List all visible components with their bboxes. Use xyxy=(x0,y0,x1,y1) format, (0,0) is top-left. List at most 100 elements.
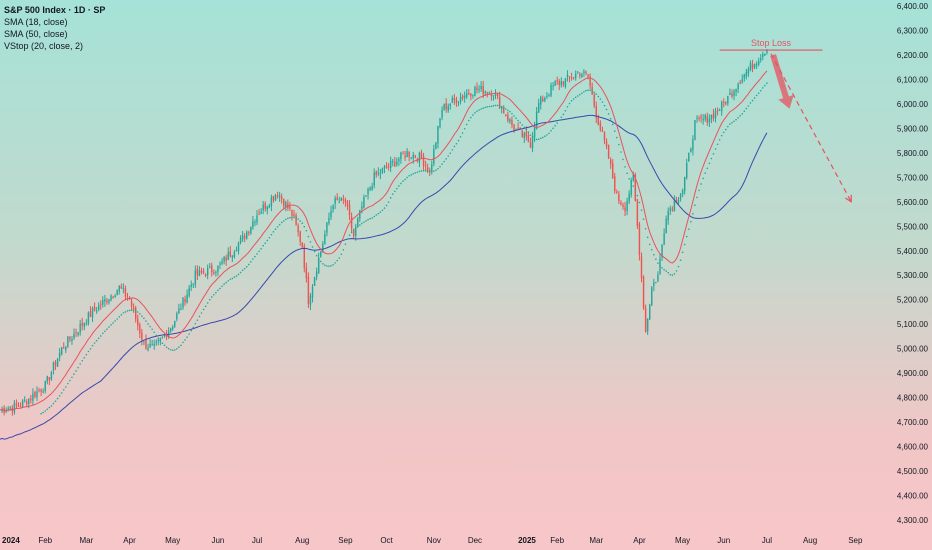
candle-body xyxy=(11,407,14,412)
x-axis: 2024 Feb Mar Apr May Jun Jul Aug Sep Oct Nov Dec 202… xyxy=(2,536,863,545)
candle-body xyxy=(671,208,674,210)
candle-body xyxy=(455,99,458,104)
vstop-dot xyxy=(749,102,752,104)
candle-body xyxy=(718,109,721,111)
candle-body xyxy=(558,80,560,85)
candle-body xyxy=(710,115,713,120)
candle-body xyxy=(638,224,641,256)
vstop-dot xyxy=(317,258,320,260)
vstop-dot xyxy=(661,267,663,269)
y-tick-label: 5,100.00 xyxy=(897,320,929,329)
candle-body xyxy=(153,344,155,346)
vstop-dot xyxy=(266,239,269,242)
candle-body xyxy=(743,74,746,79)
candle-body xyxy=(603,132,606,141)
candle-body xyxy=(1,408,3,412)
y-tick-label: 5,000.00 xyxy=(897,345,929,354)
vstop-dot xyxy=(102,332,104,335)
vstop-dot xyxy=(435,169,437,172)
candle-body xyxy=(330,210,332,218)
vstop-dot xyxy=(375,214,378,216)
vstop-dot xyxy=(145,320,147,322)
sma50-line xyxy=(0,114,768,440)
vstop-dot xyxy=(42,411,44,414)
candle-body xyxy=(511,119,513,126)
candle-body xyxy=(283,198,285,207)
vstop-dot xyxy=(494,104,497,107)
vstop-dot xyxy=(552,127,554,130)
vstop-dot xyxy=(202,308,205,311)
candle-body xyxy=(704,114,706,120)
candle-body xyxy=(223,256,225,262)
vstop-dot xyxy=(229,278,232,281)
vstop-dot xyxy=(348,234,351,237)
candle-body xyxy=(93,306,96,311)
vstop-dot xyxy=(525,128,528,131)
candle-body xyxy=(679,194,682,200)
candle-body xyxy=(334,197,336,204)
y-tick-label: 6,100.00 xyxy=(897,75,929,84)
down-arrow xyxy=(770,54,794,109)
candle-body xyxy=(751,64,754,69)
vstop-dot xyxy=(186,336,188,338)
y-tick-label: 4,400.00 xyxy=(897,492,929,501)
candle-body xyxy=(513,124,515,132)
vstop-dot xyxy=(702,177,704,180)
vstop-dot xyxy=(311,246,314,248)
candle-body xyxy=(636,199,639,226)
vstop-dot xyxy=(147,323,149,325)
candle-body xyxy=(346,201,349,206)
candle-body xyxy=(357,218,359,227)
y-tick-label: 5,700.00 xyxy=(897,173,929,182)
candle-body xyxy=(13,402,16,413)
vstop-dot xyxy=(622,158,624,161)
vstop-dot xyxy=(628,177,630,180)
vstop-dot xyxy=(303,225,306,228)
candle-body xyxy=(188,287,190,296)
candle-body xyxy=(702,119,704,121)
candle-body xyxy=(712,113,715,119)
candle-body xyxy=(254,221,256,223)
vstop-dot xyxy=(377,212,380,215)
vstop-dot xyxy=(671,274,674,276)
vstop-dot xyxy=(687,228,690,230)
vstop-dot xyxy=(196,319,199,321)
vstop-dot xyxy=(566,105,569,108)
vstop-dot xyxy=(755,94,758,97)
candle-body xyxy=(749,62,752,71)
vstop-dot xyxy=(708,162,711,165)
y-tick-label: 6,400.00 xyxy=(897,2,929,11)
candle-body xyxy=(577,72,579,74)
candle-body xyxy=(714,110,717,119)
x-tick-label: 2025 xyxy=(518,536,536,545)
vstop-dot xyxy=(653,253,655,256)
candle-body xyxy=(437,126,439,144)
candle-body xyxy=(361,206,363,209)
candle-body xyxy=(354,226,357,236)
candle-body xyxy=(75,332,77,334)
candle-body xyxy=(178,308,180,313)
candle-body xyxy=(478,89,480,91)
vstop-dot xyxy=(139,313,141,315)
vstop-dot xyxy=(657,262,659,264)
vstop-dot xyxy=(398,185,400,187)
vstop-dot xyxy=(336,259,338,262)
candle-body xyxy=(424,165,427,167)
vstop-dot xyxy=(470,116,472,119)
y-axis: 6,400.00 6,300.00 6,200.00 6,100.00 6,000.00… xyxy=(897,2,929,525)
y-tick-label: 5,200.00 xyxy=(897,296,929,305)
candle-body xyxy=(97,305,100,310)
vstop-dot xyxy=(284,218,287,221)
candle-body xyxy=(463,95,466,98)
candle-body xyxy=(387,166,390,168)
candle-body xyxy=(71,339,73,342)
candle-body xyxy=(597,116,600,125)
vstop-dot xyxy=(169,348,172,351)
vstop-dot xyxy=(644,227,647,230)
candle-body xyxy=(377,172,380,174)
candle-body xyxy=(517,127,519,129)
vstop-dot xyxy=(449,152,452,154)
candle-body xyxy=(48,377,51,380)
candle-body xyxy=(309,295,312,305)
vstop-dot xyxy=(272,231,275,233)
